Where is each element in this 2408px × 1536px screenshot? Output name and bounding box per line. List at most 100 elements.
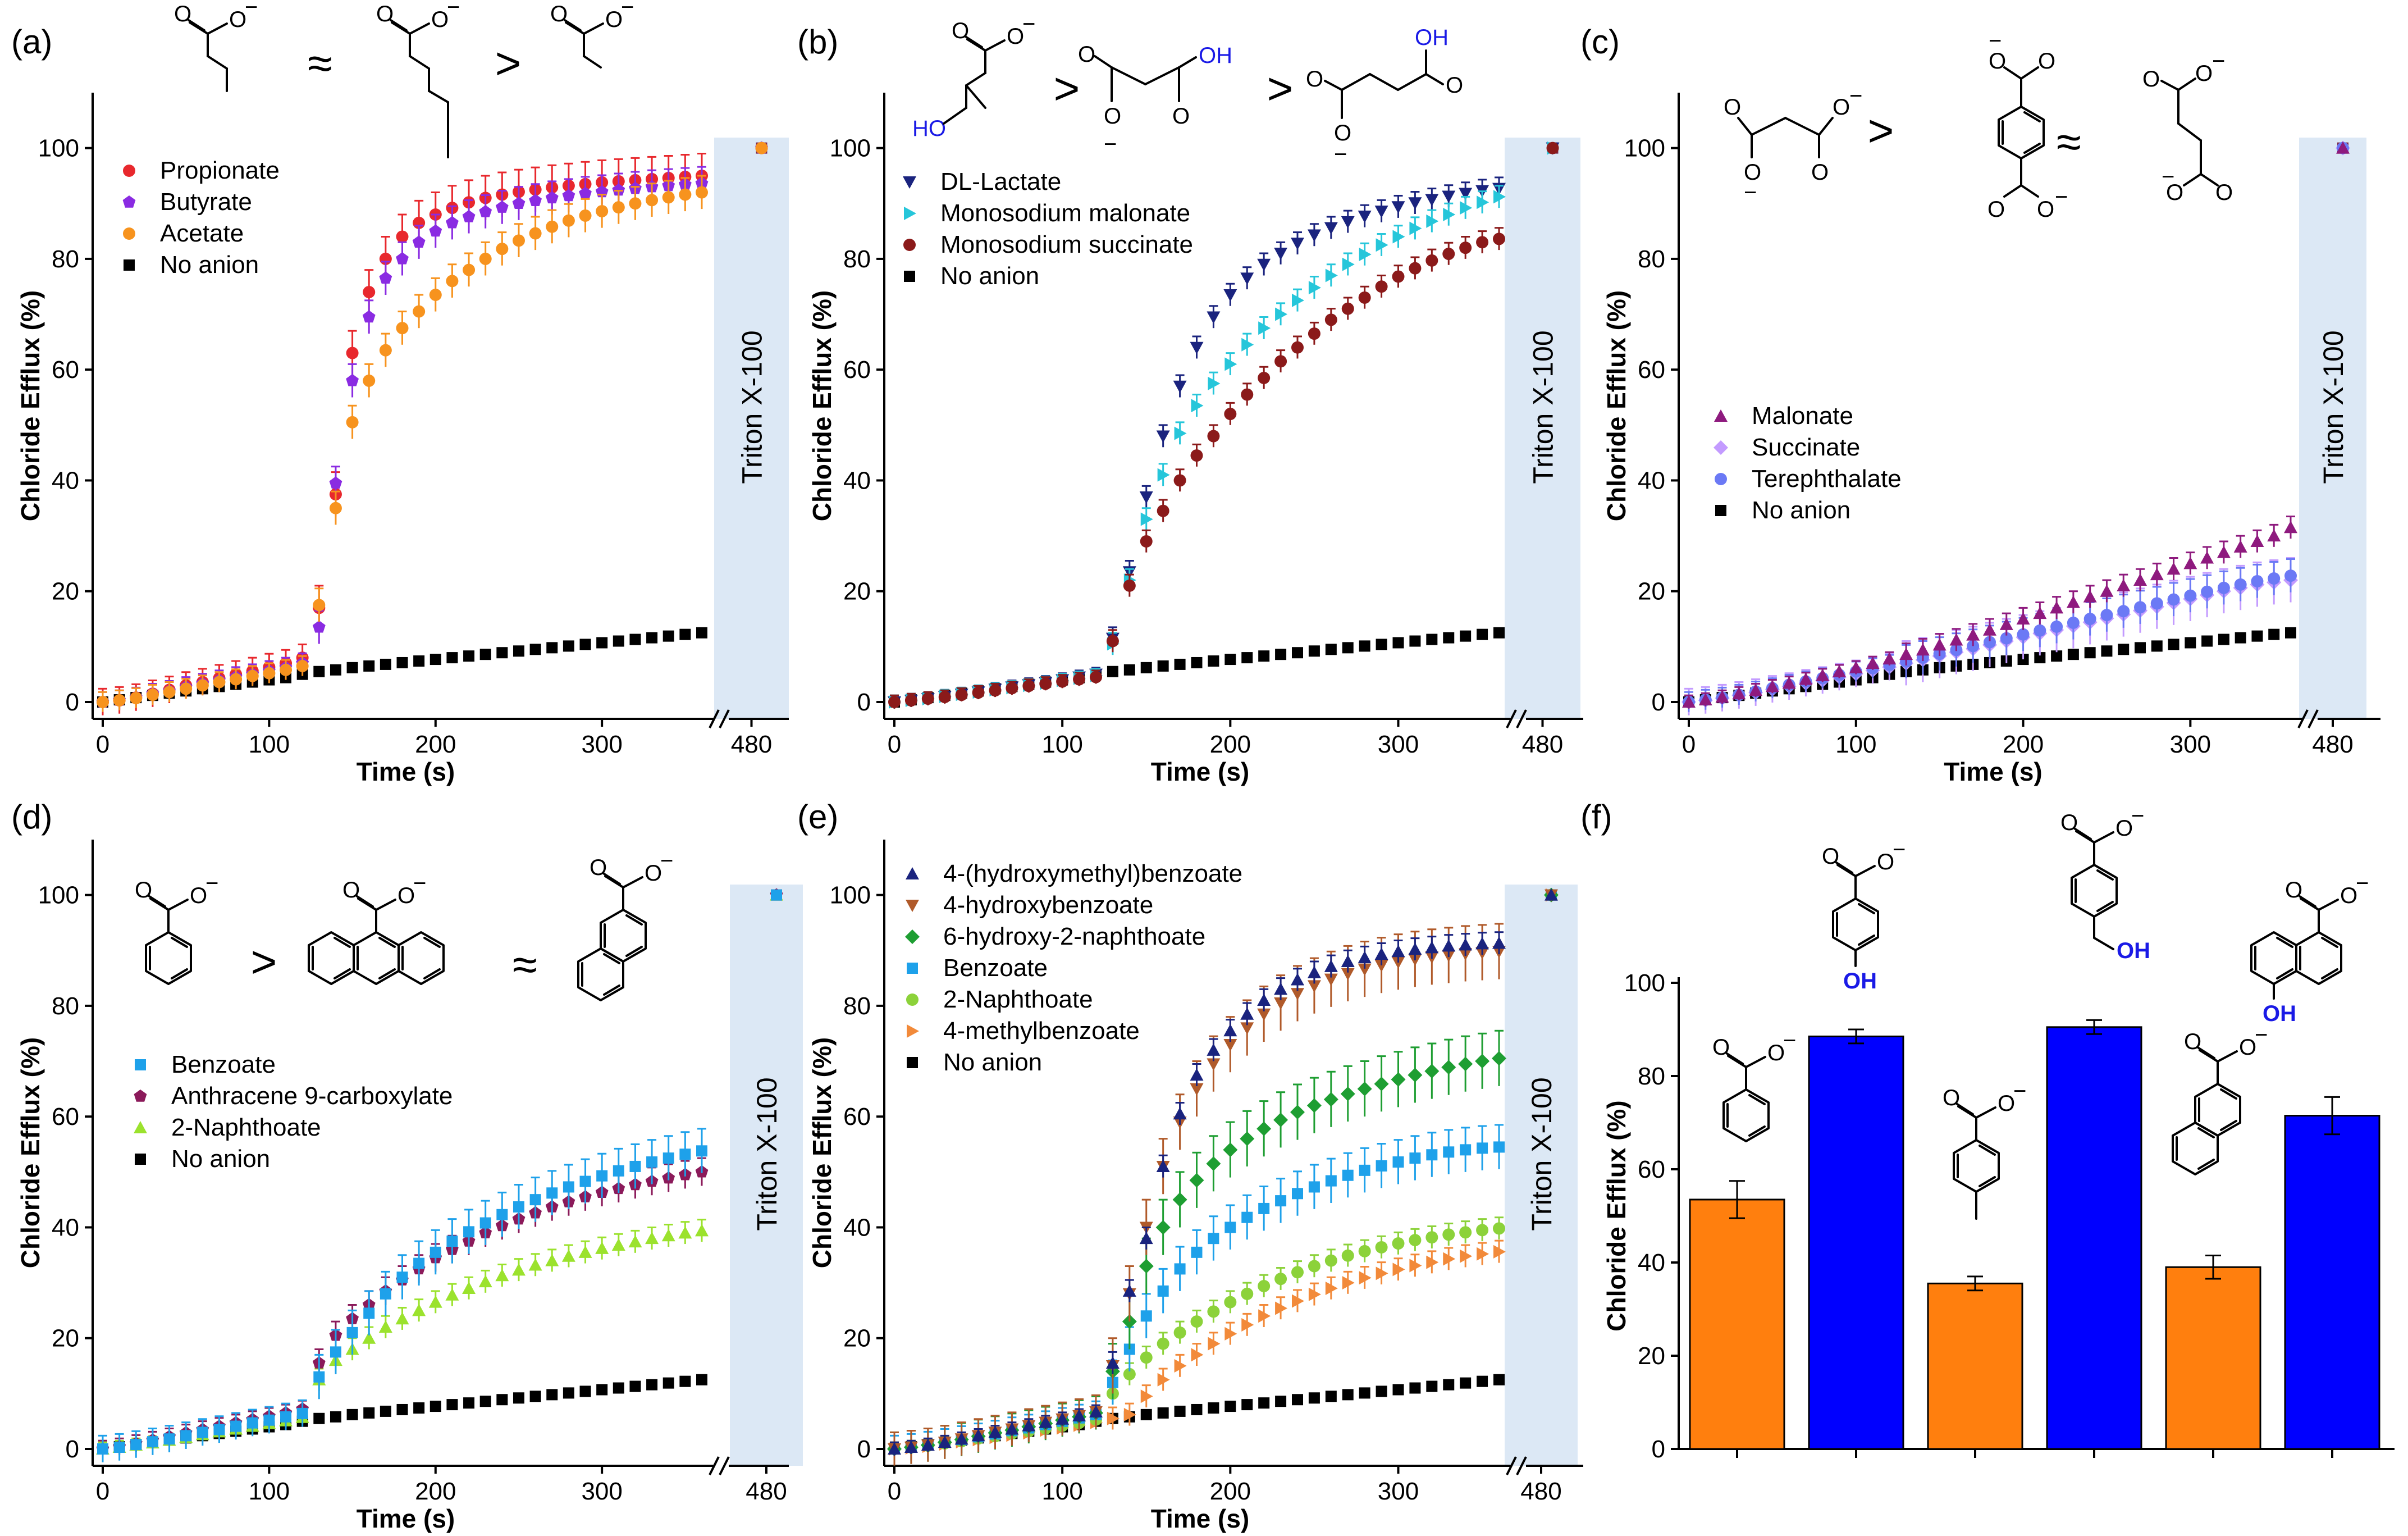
- y-tick-label: 80: [52, 992, 79, 1020]
- data-point: [1359, 248, 1372, 262]
- data-point: [1682, 695, 1696, 708]
- y-tick-label: 20: [843, 578, 871, 605]
- data-point: [662, 1377, 674, 1389]
- data-point: [395, 1312, 409, 1325]
- data-point: [1123, 1407, 1136, 1421]
- data-point: [1442, 1228, 1455, 1241]
- data-point: [1140, 535, 1153, 548]
- data-point: [562, 214, 575, 227]
- data-point: [1342, 1276, 1355, 1290]
- data-point: [1140, 1351, 1153, 1364]
- data-point: [1241, 388, 1254, 401]
- data-point: [1107, 666, 1118, 677]
- data-point: [1275, 1301, 1288, 1315]
- y-tick-label: 80: [843, 992, 871, 1020]
- data-point: [612, 183, 625, 196]
- data-point: [2233, 540, 2247, 553]
- data-point: [1123, 579, 1136, 592]
- data-point: [546, 1187, 558, 1199]
- legend-label: No anion: [160, 251, 259, 279]
- data-point: [1359, 640, 1370, 652]
- data-point: [1325, 1391, 1337, 1402]
- data-point: [346, 1327, 358, 1338]
- x-tick-label: 100: [1041, 1478, 1082, 1505]
- data-point: [1223, 289, 1237, 302]
- data-point: [921, 692, 934, 705]
- data-point: [563, 1181, 574, 1193]
- legend-label: No anion: [1752, 496, 1850, 524]
- data-point: [1374, 206, 1388, 218]
- structure-f-2-naphthoate: [2172, 1022, 2269, 1175]
- legend-label: 6-hydroxy-2-naphthoate: [943, 923, 1205, 950]
- x-tick-label: 0: [888, 731, 901, 758]
- data-point: [1291, 988, 1304, 1001]
- data-point: [1443, 1379, 1455, 1391]
- data-point: [230, 1420, 242, 1432]
- y-tick-label: 80: [1638, 245, 1665, 273]
- data-point: [646, 1379, 658, 1391]
- data-point: [646, 194, 659, 207]
- data-point: [1140, 1389, 1153, 1403]
- y-tick-label: 60: [1638, 356, 1665, 384]
- panel-label: (a): [11, 23, 52, 61]
- y-tick-label: 20: [52, 1325, 79, 1352]
- data-point: [1882, 652, 1897, 665]
- data-point: [1409, 635, 1421, 647]
- data-point: [579, 186, 592, 199]
- data-point: [1359, 1164, 1370, 1176]
- data-point: [2267, 529, 2281, 542]
- data-point: [904, 1441, 918, 1453]
- data-point: [529, 227, 542, 240]
- data-point: [563, 1387, 574, 1399]
- data-point: [561, 1249, 575, 1262]
- data-point: [1224, 654, 1236, 666]
- triton-label: Triton X-100: [751, 1077, 783, 1230]
- data-point: [1324, 313, 1337, 326]
- data-point: [496, 1394, 508, 1406]
- data-point: [1174, 426, 1187, 440]
- legend-label: 2-Naphthoate: [171, 1114, 321, 1141]
- data-point: [596, 637, 608, 649]
- data-point: [696, 1145, 707, 1157]
- data-point: [1409, 1234, 1422, 1247]
- panel-e: Triton X-100 0 20 40 60 80 100 0 100 200 300 480 Tim…: [797, 798, 1583, 1533]
- series-malonate: [1682, 141, 2350, 709]
- axis-break-mark: [1506, 709, 1517, 728]
- data-point: [646, 632, 658, 644]
- y-tick-label: 20: [843, 1325, 871, 1352]
- data-point: [1425, 1231, 1438, 1244]
- data-point: [613, 635, 624, 647]
- data-point: [1374, 947, 1388, 960]
- triton-label: Triton X-100: [1526, 1077, 1557, 1230]
- data-point: [1275, 307, 1288, 321]
- data-point: [130, 692, 143, 705]
- x-tick-label: 100: [1835, 731, 1876, 758]
- data-point: [1341, 968, 1355, 981]
- data-point: [1816, 668, 1830, 681]
- svg-text:O: O: [1989, 49, 2006, 74]
- data-point: [1391, 1072, 1406, 1087]
- data-point: [2118, 644, 2130, 655]
- data-point: [611, 1238, 625, 1251]
- data-point: [1208, 376, 1221, 390]
- data-point: [1056, 1412, 1070, 1425]
- data-point: [1392, 1156, 1404, 1168]
- data-point: [330, 664, 341, 676]
- data-point: [1342, 642, 1354, 654]
- data-point: [1258, 1280, 1271, 1293]
- legend-marker: [135, 1154, 146, 1165]
- y-tick-label: 40: [843, 467, 871, 494]
- svg-text:O: O: [2195, 61, 2213, 86]
- data-point: [1442, 248, 1455, 261]
- data-point: [1341, 302, 1354, 315]
- data-point: [1308, 1181, 1320, 1193]
- legend-label: Anthracene 9-carboxylate: [171, 1082, 453, 1110]
- x-tick-label: 0: [888, 1478, 901, 1505]
- data-point: [921, 1438, 935, 1451]
- data-point: [429, 654, 441, 666]
- y-tick-label: 100: [1624, 135, 1665, 162]
- data-point: [1983, 623, 1996, 636]
- data-point: [1308, 281, 1321, 295]
- order-symbol: >: [251, 937, 277, 987]
